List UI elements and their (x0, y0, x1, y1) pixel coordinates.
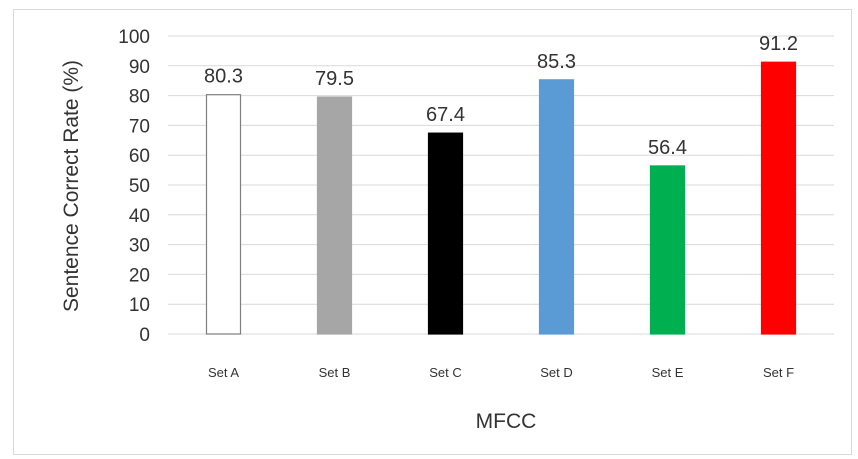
value-labels: 80.3 79.5 67.4 85.3 56.4 91.2 (204, 33, 798, 159)
value-label: 79.5 (315, 68, 354, 90)
value-label: 91.2 (759, 33, 798, 55)
y-tick-label: 90 (129, 57, 150, 78)
y-tick-label: 20 (129, 265, 150, 286)
x-axis-ticks: Set A Set B Set C Set D Set E Set F (208, 365, 794, 380)
y-axis-label: Sentence Correct Rate (%) (60, 60, 83, 312)
x-tick-label: Set A (208, 365, 239, 380)
y-tick-label: 100 (118, 27, 150, 48)
bar-set-b (316, 96, 353, 335)
value-label: 85.3 (537, 51, 576, 73)
y-tick-label: 10 (129, 295, 150, 316)
y-tick-label: 40 (129, 206, 150, 227)
y-tick-label: 50 (129, 176, 150, 197)
bar-set-f (760, 61, 797, 335)
bar-set-a (205, 94, 242, 335)
y-tick-label: 30 (129, 236, 150, 257)
x-tick-label: Set B (319, 365, 351, 380)
y-axis-ticks: 0 10 20 30 40 50 60 70 80 90 100 (118, 27, 150, 346)
value-label: 56.4 (648, 137, 687, 159)
gridlines (168, 35, 834, 335)
bar-set-e (649, 165, 686, 335)
x-tick-label: Set D (540, 365, 573, 380)
bar-set-c (427, 132, 464, 335)
x-axis-label: MFCC (476, 410, 537, 433)
y-tick-label: 70 (129, 116, 150, 137)
bar-set-d (538, 79, 575, 335)
x-tick-label: Set E (652, 365, 684, 380)
value-label: 67.4 (426, 104, 465, 126)
x-tick-label: Set F (763, 365, 794, 380)
x-tick-label: Set C (429, 365, 462, 380)
bars (205, 61, 797, 335)
y-tick-label: 60 (129, 146, 150, 167)
y-tick-label: 0 (139, 325, 150, 346)
value-label: 80.3 (204, 66, 243, 88)
y-tick-label: 80 (129, 87, 150, 108)
